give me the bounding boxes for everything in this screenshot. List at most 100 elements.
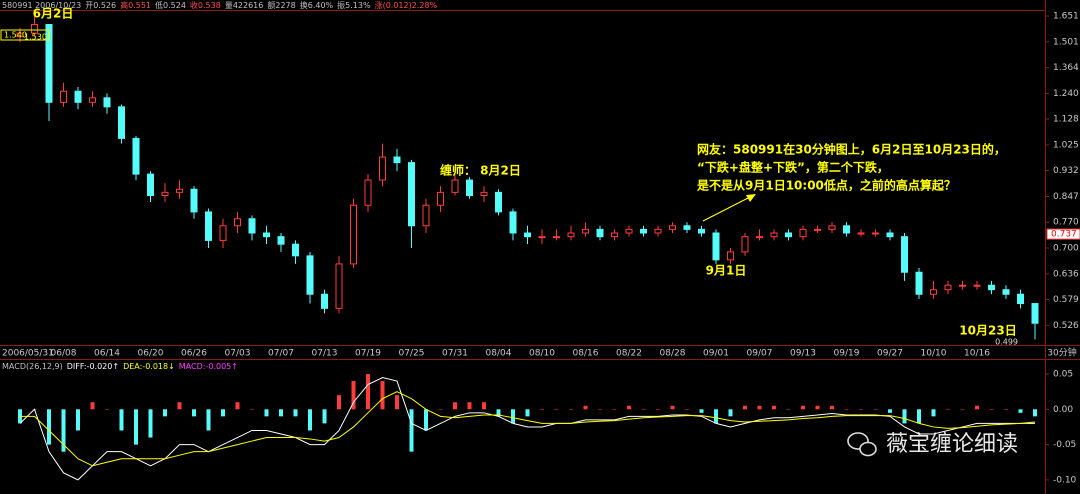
candle-body — [132, 137, 140, 175]
candle-body — [712, 232, 720, 261]
candle-body — [683, 225, 691, 230]
annotation: 10月23日 — [959, 324, 1016, 338]
legend-entry: DIFF:-0.020↑ — [67, 362, 119, 371]
y-tick-label: 0.770 — [1053, 218, 1079, 228]
x-tick-label: 07/03 — [225, 349, 251, 359]
candle-body — [553, 236, 560, 239]
candle-body — [799, 228, 807, 238]
candle-body — [437, 191, 444, 206]
macd-bar — [308, 409, 312, 431]
candle-body — [640, 228, 647, 234]
info-bar: 580991 2006/10/23 开0.526 高0.551 低0.524 收0.53… — [2, 0, 438, 10]
candle-body — [944, 284, 952, 291]
macd-bar — [424, 409, 428, 431]
macd-bar — [902, 409, 907, 424]
arrow-head — [746, 194, 756, 202]
macd-bar — [264, 409, 269, 417]
macd-bar — [931, 409, 936, 417]
macd-bar — [540, 409, 544, 410]
candle-body — [915, 271, 923, 295]
candle-body — [335, 263, 343, 309]
macd-bar — [888, 409, 892, 413]
candle-body — [509, 211, 517, 234]
candle-body — [306, 255, 314, 295]
y-tick-label: 0.579 — [1053, 295, 1079, 305]
candle-body — [1031, 303, 1039, 324]
macd-bar — [656, 409, 660, 410]
candle-body — [190, 188, 198, 213]
macd-bar — [250, 409, 254, 410]
candle-body — [524, 232, 531, 238]
macd-bar — [670, 405, 675, 410]
y-tick-label: 1.501 — [1053, 37, 1079, 47]
macd-bar — [815, 405, 820, 410]
info-item: 振5.13% — [337, 0, 371, 10]
macd-bar — [235, 402, 240, 410]
candle-body — [857, 232, 865, 235]
candle-body — [292, 243, 299, 257]
y-tick-label: 0.636 — [1053, 269, 1079, 279]
annotation: “下跌+盘整+下跌”，第二个下跌， — [697, 160, 889, 175]
candle-body — [930, 289, 937, 295]
macd-bar — [641, 409, 646, 410]
macd-bar — [206, 409, 211, 431]
candle-body — [828, 225, 836, 230]
macd-bar — [105, 409, 109, 410]
macd-bar — [873, 409, 878, 410]
x-tick-label: 09/07 — [747, 349, 773, 359]
macd-bar — [192, 409, 196, 417]
info-item: 额2278 — [267, 0, 295, 10]
y-tick-label: -0.05 — [1053, 440, 1076, 450]
annotation: 6月2日 — [33, 7, 74, 21]
macd-bar — [47, 409, 51, 445]
legend-entry: DEA:-0.018↓ — [123, 362, 175, 371]
candle-body — [843, 225, 850, 234]
y-tick-label: 1.651 — [1053, 12, 1079, 22]
x-tick-label: 08/16 — [573, 349, 599, 359]
macd-bar — [525, 409, 530, 417]
macd-bar — [119, 409, 124, 431]
macd-bar — [337, 395, 341, 410]
candle-body — [103, 97, 111, 108]
candle-body — [770, 232, 778, 238]
candle-body — [988, 284, 995, 291]
macd-bar — [409, 409, 414, 452]
x-tick-label: 07/19 — [355, 349, 381, 359]
macd-bar — [453, 402, 457, 410]
macd-bar — [569, 409, 573, 410]
x-tick-label: 09/19 — [834, 349, 860, 359]
candle-body — [567, 232, 575, 238]
candle-body — [611, 232, 618, 238]
macd-bar — [830, 405, 834, 410]
macd-bar — [627, 405, 631, 410]
y-tick-label: 0.526 — [1053, 321, 1079, 331]
macd-bar — [714, 409, 718, 424]
macd-bar — [801, 405, 805, 410]
macd-bar — [859, 409, 863, 410]
candle-body — [16, 32, 24, 38]
candle-body — [901, 236, 908, 273]
macd-bar — [728, 409, 733, 417]
candle-body — [466, 179, 473, 197]
macd-line — [20, 391, 1036, 467]
x-tick-label: 07/31 — [442, 349, 468, 359]
annotation-arrow — [702, 195, 753, 222]
x-tick-label: 07/07 — [268, 349, 294, 359]
x-tick-label: 08/04 — [486, 349, 512, 359]
macd-bar — [989, 409, 994, 410]
info-item: 低0.524 — [155, 0, 186, 10]
y-tick-label: -0.10 — [1053, 475, 1077, 485]
info-item: 高0.551 — [120, 0, 151, 10]
candle-body — [408, 162, 415, 227]
macd-bar — [844, 409, 849, 410]
macd-bar — [61, 409, 66, 452]
x-tick-label: 09/27 — [877, 349, 903, 359]
candle-body — [364, 179, 372, 206]
x-tick-label: 09/13 — [790, 349, 816, 359]
macd-bar — [960, 409, 965, 410]
candle-body — [1017, 293, 1024, 305]
x-tick-label: 10/10 — [921, 349, 947, 359]
candle-body — [814, 228, 821, 231]
